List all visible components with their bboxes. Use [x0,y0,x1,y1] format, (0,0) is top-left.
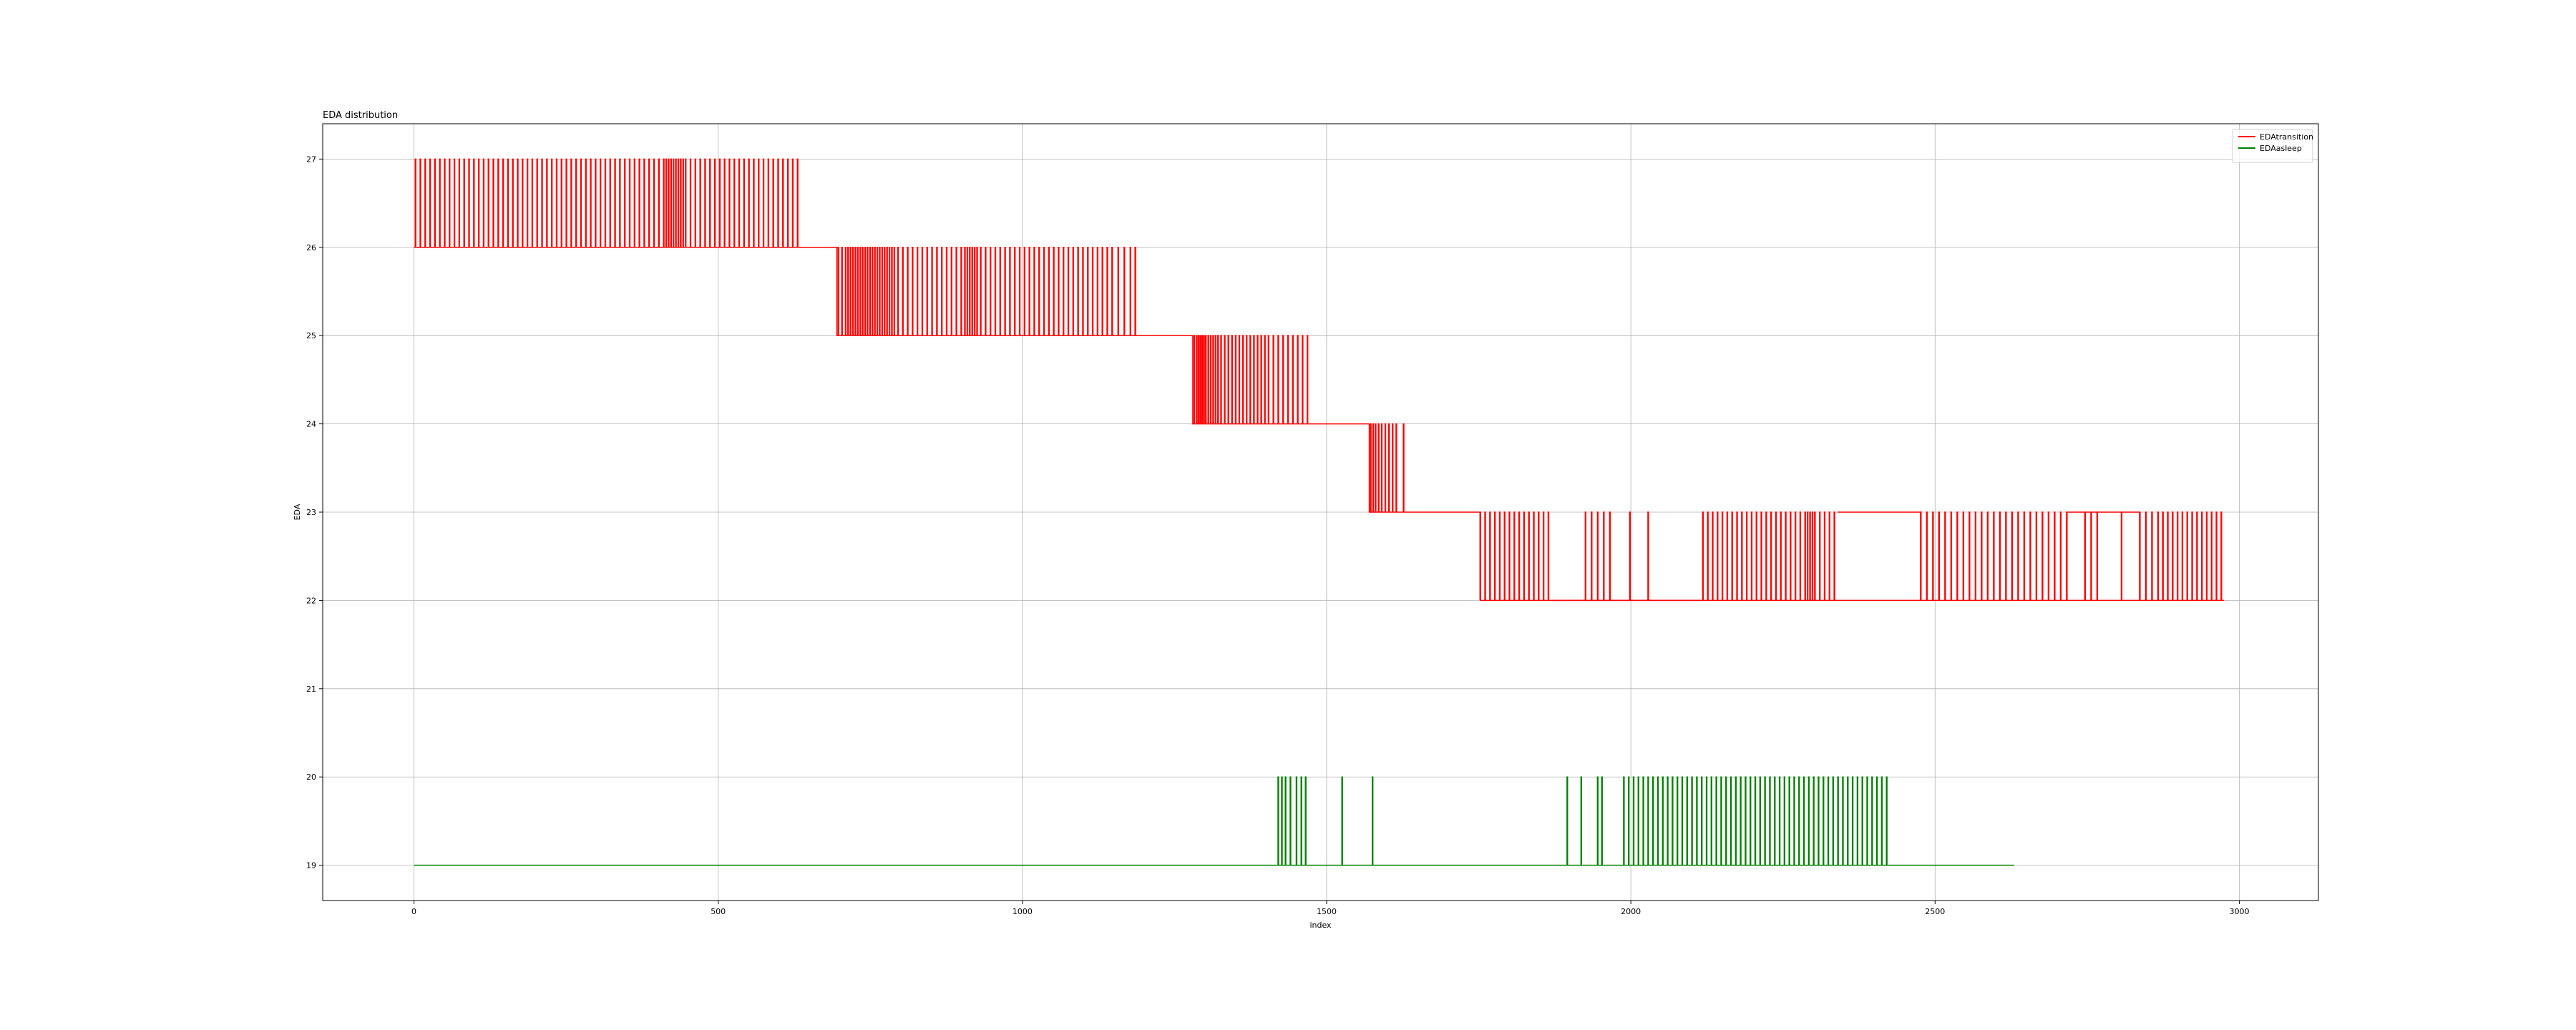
y-tick-label: 21 [306,685,316,694]
y-tick-label: 20 [306,772,316,782]
series-line-EDAasleep [414,776,2014,866]
series-line-EDAtransition [414,158,2225,602]
legend: EDAtransition EDAasleep [2232,129,2313,163]
x-axis-ticks: 0 500 1000 1500 2000 2500 3000 [411,901,2249,916]
y-tick-label: 26 [306,243,316,252]
legend-box [2232,129,2313,163]
y-tick-label: 27 [306,154,316,164]
x-axis-label: index [1309,921,1332,930]
x-tick-label: 1000 [1013,907,1033,916]
x-tick-label: 3000 [2229,907,2249,916]
y-tick-label: 24 [306,420,316,429]
x-tick-label: 2500 [1925,907,1945,916]
x-tick-label: 0 [411,907,416,916]
y-axis-label: EDA [293,504,302,520]
y-tick-label: 25 [306,331,316,340]
y-tick-label: 22 [306,596,316,605]
legend-label: EDAasleep [2260,144,2302,153]
series-layer [414,158,2225,866]
x-tick-label: 2000 [1621,907,1641,916]
y-axis-ticks: 19 20 21 22 23 24 25 26 27 [306,154,323,870]
chart-title: EDA distribution [323,110,398,121]
x-tick-label: 1500 [1317,907,1337,916]
y-tick-label: 23 [306,508,316,517]
y-tick-label: 19 [306,861,316,870]
legend-label: EDAtransition [2260,132,2313,142]
x-tick-label: 500 [711,907,726,916]
